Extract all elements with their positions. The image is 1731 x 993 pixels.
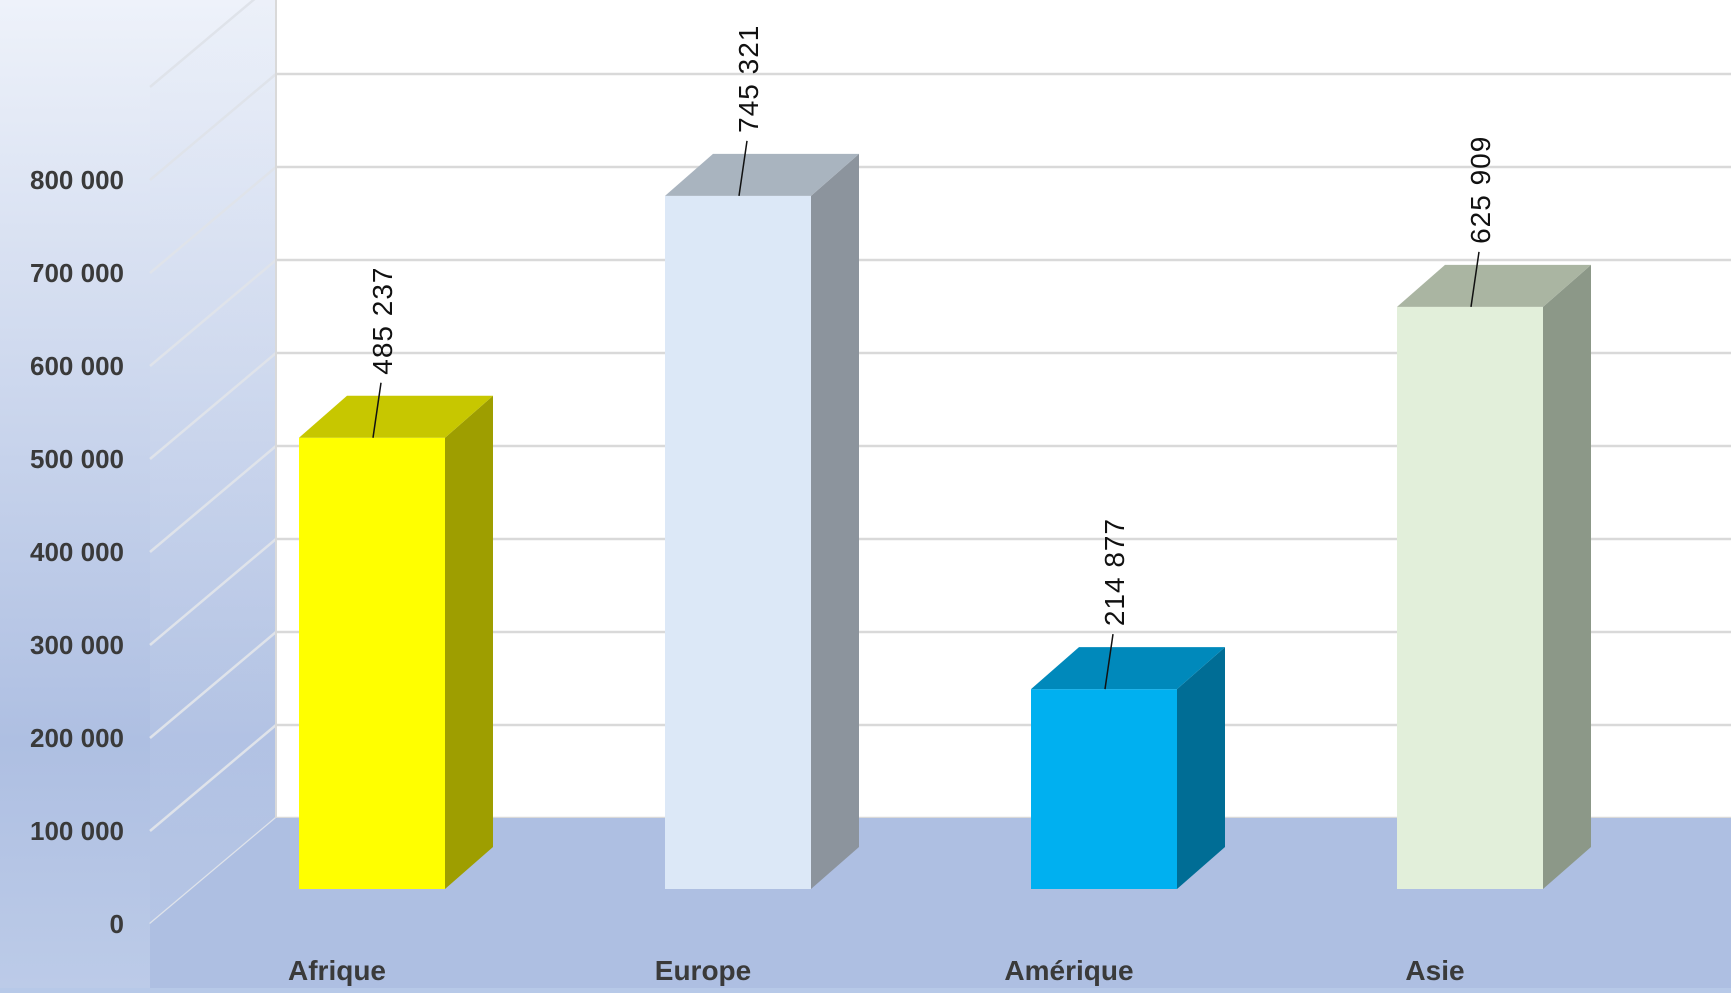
data-label-leader <box>1470 251 1480 308</box>
bar-front <box>1397 306 1543 889</box>
side-wall <box>150 0 276 924</box>
y-tick-label: 100 000 <box>30 816 124 846</box>
bar-top <box>299 395 493 438</box>
bar-side <box>1177 647 1225 889</box>
bar-europe <box>665 153 859 890</box>
data-label-leader <box>1104 634 1114 690</box>
data-label: 625 909 <box>1465 136 1496 244</box>
gridline-side <box>149 538 277 646</box>
bar-top <box>1397 264 1591 307</box>
bar-amérique <box>1031 647 1225 889</box>
gridline-side <box>149 73 277 181</box>
gridline-side <box>149 0 256 88</box>
gridline-side <box>149 259 277 367</box>
x-tick-label: Amérique <box>1004 955 1133 986</box>
bar-top <box>1031 647 1225 690</box>
data-label: 745 321 <box>733 25 764 133</box>
y-tick-label: 200 000 <box>30 723 124 753</box>
y-tick-label: 700 000 <box>30 258 124 288</box>
y-tick-label: 500 000 <box>30 444 124 474</box>
y-tick-label: 300 000 <box>30 630 124 660</box>
bar-asie <box>1397 264 1591 889</box>
data-label-leader <box>738 140 748 196</box>
bar-top <box>665 153 859 196</box>
bar-afrique <box>299 395 493 889</box>
y-tick-label: 0 <box>110 909 124 939</box>
bar-front <box>1031 689 1177 889</box>
gridline-side <box>149 724 277 832</box>
y-tick-label: 800 000 <box>30 165 124 195</box>
bar-side <box>445 395 493 889</box>
data-label: 485 237 <box>367 267 398 375</box>
gridline-side <box>149 445 277 553</box>
x-tick-label: Afrique <box>288 955 386 986</box>
bar-side <box>811 153 859 890</box>
gridline-side <box>149 352 277 460</box>
gridline-side <box>149 166 277 274</box>
bar-front <box>665 195 811 890</box>
y-tick-label: 400 000 <box>30 537 124 567</box>
data-label: 214 877 <box>1099 518 1130 626</box>
floor <box>150 818 1731 988</box>
gridline-side <box>149 631 277 739</box>
data-label-leader <box>372 382 382 438</box>
x-tick-label: Europe <box>655 955 751 986</box>
bar-side <box>1543 264 1591 889</box>
x-tick-label: Asie <box>1405 955 1464 986</box>
bar-front <box>299 437 445 889</box>
y-tick-label: 600 000 <box>30 351 124 381</box>
